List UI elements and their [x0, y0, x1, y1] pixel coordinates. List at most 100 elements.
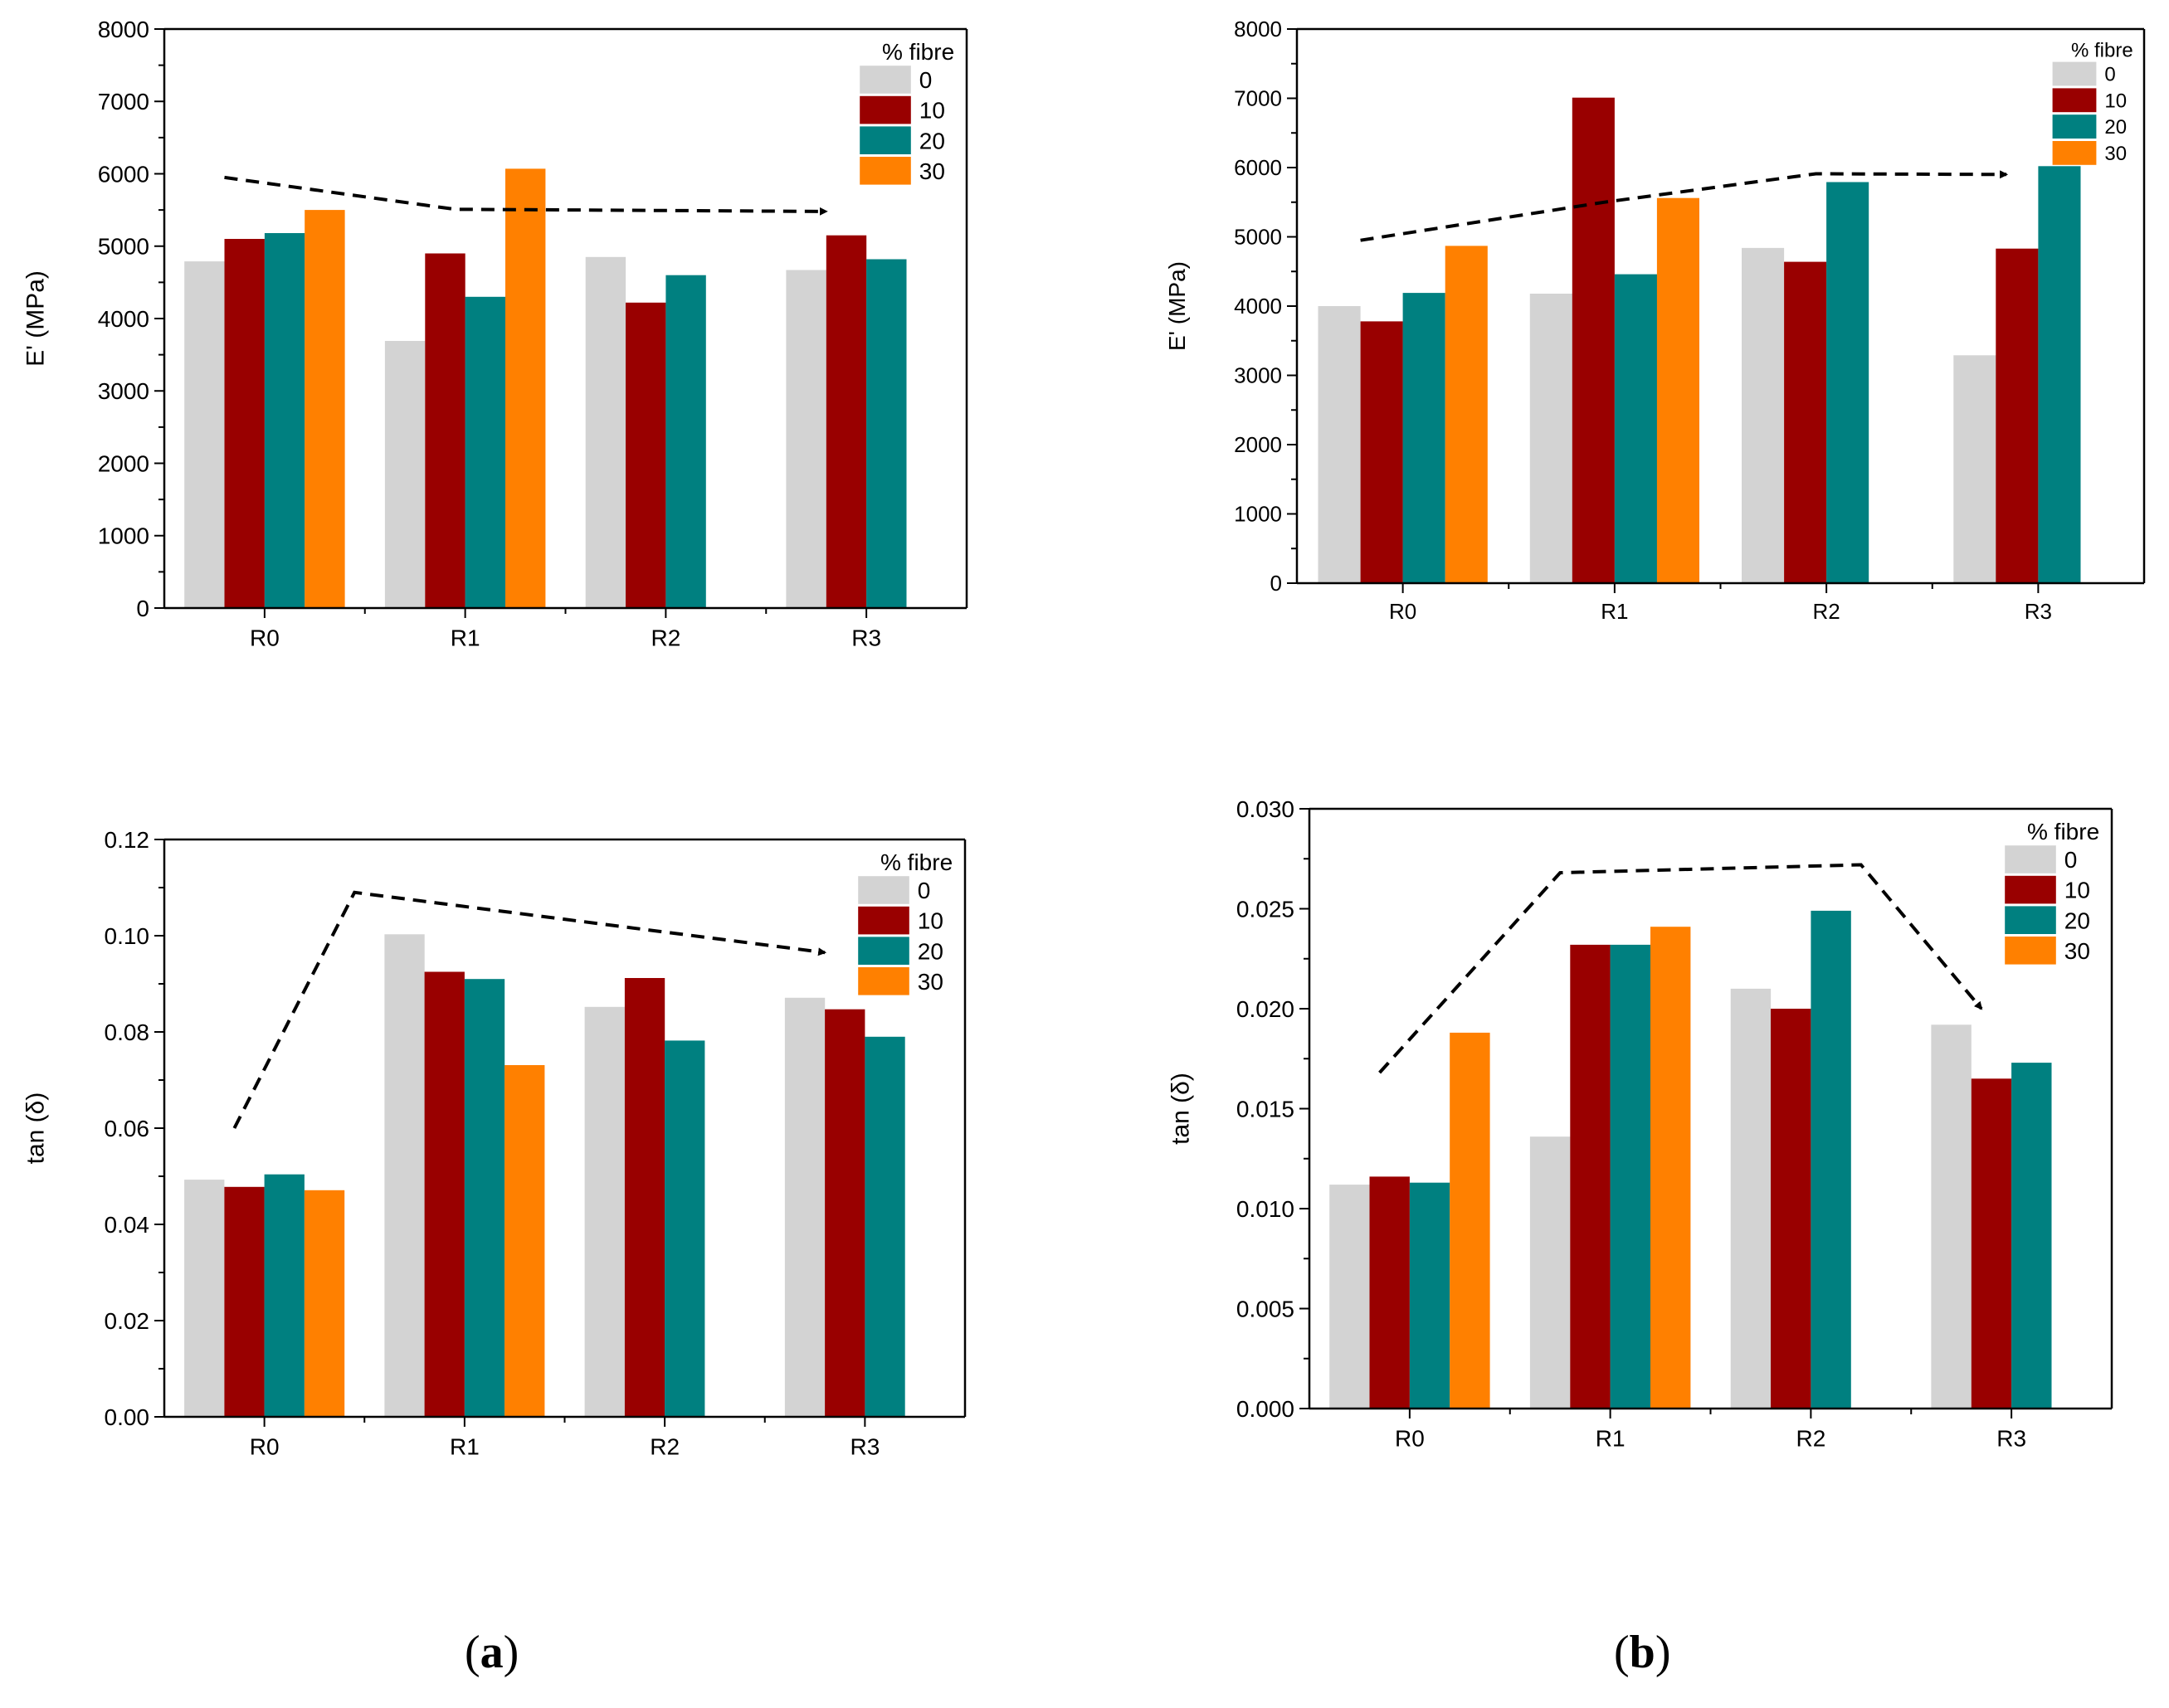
bar-a-bottom-R3-s0: [784, 997, 826, 1417]
bar-b-top-R1-s10: [1572, 97, 1615, 583]
bar-b-bottom-R1-s10: [1570, 944, 1611, 1409]
legend-swatch-0: [2005, 845, 2056, 873]
bar-a-bottom-R2-s10: [624, 978, 665, 1417]
bar-a-bottom-R3-s10: [825, 1009, 865, 1417]
bar-a-bottom-R0-s20: [264, 1174, 305, 1417]
bar-a-top-R1-s20: [465, 296, 505, 608]
bar-b-top-R0-s30: [1445, 246, 1488, 583]
legend-swatch-30: [2005, 937, 2056, 965]
panel-label-b: (b): [1614, 1626, 1670, 1679]
y-tick-label: 8000: [98, 17, 149, 42]
bar-a-top-R2-s10: [626, 302, 666, 608]
panel-label-a-close: ): [503, 1627, 519, 1678]
legend-label-20: 20: [2104, 116, 2127, 139]
y-tick-label: 0.10: [105, 923, 150, 949]
x-tick-label-R3: R3: [2025, 599, 2052, 624]
bar-a-bottom-R0-s30: [304, 1190, 345, 1417]
panel-label-b-open: (: [1614, 1627, 1630, 1678]
bar-b-bottom-R0-s10: [1369, 1176, 1410, 1409]
bar-a-top-R2-s0: [585, 256, 626, 608]
legend-label-0: 0: [2104, 64, 2115, 86]
legend-swatch-10: [2052, 88, 2097, 113]
y-tick-label: 6000: [1234, 155, 1282, 180]
legend-label-20: 20: [2064, 908, 2090, 933]
y-tick-label: 0.08: [105, 1019, 150, 1045]
x-tick-label-R1: R1: [451, 625, 480, 651]
legend-label-20: 20: [919, 128, 945, 153]
legend-label-30: 30: [2104, 143, 2127, 165]
y-tick-label: 0.010: [1236, 1196, 1294, 1222]
y-tick-label: 0.00: [105, 1404, 150, 1430]
y-tick-label: 5000: [1234, 225, 1282, 250]
bar-b-top-R0-s0: [1318, 306, 1361, 583]
x-tick-label-R3: R3: [1996, 1426, 2026, 1452]
y-tick-label: 5000: [98, 234, 149, 260]
chart-a-bottom: 0.00 0.02 0.04 0.06 0.08 0.10 0.12 R0 R1 R2 R3 tan …: [22, 827, 967, 1460]
bar-a-bottom-R0-s0: [184, 1180, 225, 1417]
bar-a-bottom-R3-s20: [865, 1036, 905, 1417]
legend-label-10: 10: [2104, 90, 2127, 112]
bar-a-top-R0-s0: [184, 261, 225, 608]
x-tick-label-R1: R1: [1596, 1426, 1626, 1452]
bar-b-bottom-R0-s20: [1409, 1182, 1450, 1409]
legend-title: % fibre: [880, 849, 953, 875]
panel-label-a: (a): [465, 1626, 519, 1679]
bar-a-top-R0-s20: [264, 233, 305, 608]
bar-a-top-R1-s0: [384, 341, 426, 608]
bar-b-bottom-R2-s10: [1771, 1009, 1811, 1409]
legend-swatch-20: [2052, 114, 2097, 139]
y-tick-label: 0.04: [105, 1212, 150, 1238]
y-tick-label: 0.12: [105, 827, 150, 853]
legend-label-0: 0: [2064, 847, 2078, 873]
bar-a-top-R3-s0: [786, 270, 826, 608]
legend-label-10: 10: [918, 908, 943, 934]
y-tick-label: 0: [1270, 571, 1282, 596]
bar-a-top-R1-s10: [425, 253, 465, 608]
legend-label-30: 30: [918, 969, 943, 995]
bar-b-top-R1-s0: [1529, 294, 1572, 583]
bar-b-bottom-R3-s20: [2011, 1063, 2052, 1409]
x-tick-label-R0: R0: [1395, 1426, 1425, 1452]
bar-b-bottom-R0-s30: [1450, 1032, 1490, 1409]
bar-a-bottom-R1-s0: [384, 934, 425, 1417]
legend-swatch-20: [858, 937, 909, 965]
chart-b-bottom: 0.000 0.005 0.010 0.015 0.020 0.025 0.030 R0 R1 R…: [1167, 796, 2113, 1452]
bar-b-top-R2-s20: [1826, 182, 1869, 583]
legend-label-10: 10: [919, 98, 945, 124]
bar-a-bottom-R1-s10: [424, 971, 465, 1417]
trend-arrow: [224, 175, 828, 216]
legend-swatch-20: [2005, 906, 2056, 934]
y-tick-label: 0.005: [1236, 1296, 1294, 1321]
bar-b-top-R1-s30: [1656, 197, 1699, 583]
y-axis-label: tan (δ): [22, 1092, 49, 1165]
x-tick-label-R0: R0: [250, 1434, 280, 1460]
panel-label-a-open: (: [465, 1627, 480, 1678]
legend-label-30: 30: [919, 158, 945, 184]
x-tick-label-R2: R2: [1796, 1426, 1825, 1452]
bar-a-bottom-R0-s10: [224, 1186, 265, 1417]
chart-a-top: 0 1000 2000 3000 4000 5000 6000 7000 8000 R0 R1 R2 R…: [22, 17, 968, 651]
bar-b-top-R3-s10: [1996, 248, 2039, 583]
legend-label-10: 10: [2064, 878, 2090, 903]
bar-b-bottom-R0-s0: [1329, 1185, 1370, 1409]
y-axis-label: E' (MPa): [22, 270, 49, 367]
legend-label-0: 0: [918, 878, 931, 903]
bar-a-top-R2-s20: [665, 275, 706, 608]
x-tick-label-R3: R3: [851, 625, 881, 651]
y-tick-label: 0.030: [1236, 796, 1294, 822]
y-tick-label: 4000: [1234, 294, 1282, 319]
bar-a-bottom-R1-s20: [464, 979, 505, 1417]
bar-a-top-R1-s30: [505, 168, 546, 608]
panel-label-b-letter: b: [1629, 1627, 1655, 1678]
y-tick-label: 7000: [98, 89, 149, 114]
x-tick-label-R2: R2: [1813, 599, 1840, 624]
bar-b-bottom-R1-s20: [1610, 944, 1650, 1409]
bar-b-top-R2-s10: [1784, 261, 1827, 583]
legend-swatch-30: [860, 157, 911, 185]
bar-b-top-R0-s20: [1402, 293, 1445, 583]
bar-a-top-R3-s20: [866, 259, 907, 608]
legend-swatch-0: [2052, 61, 2097, 86]
legend-label-20: 20: [918, 938, 943, 964]
bar-b-top-R1-s20: [1614, 274, 1657, 583]
bar-a-top-R0-s10: [224, 239, 265, 608]
